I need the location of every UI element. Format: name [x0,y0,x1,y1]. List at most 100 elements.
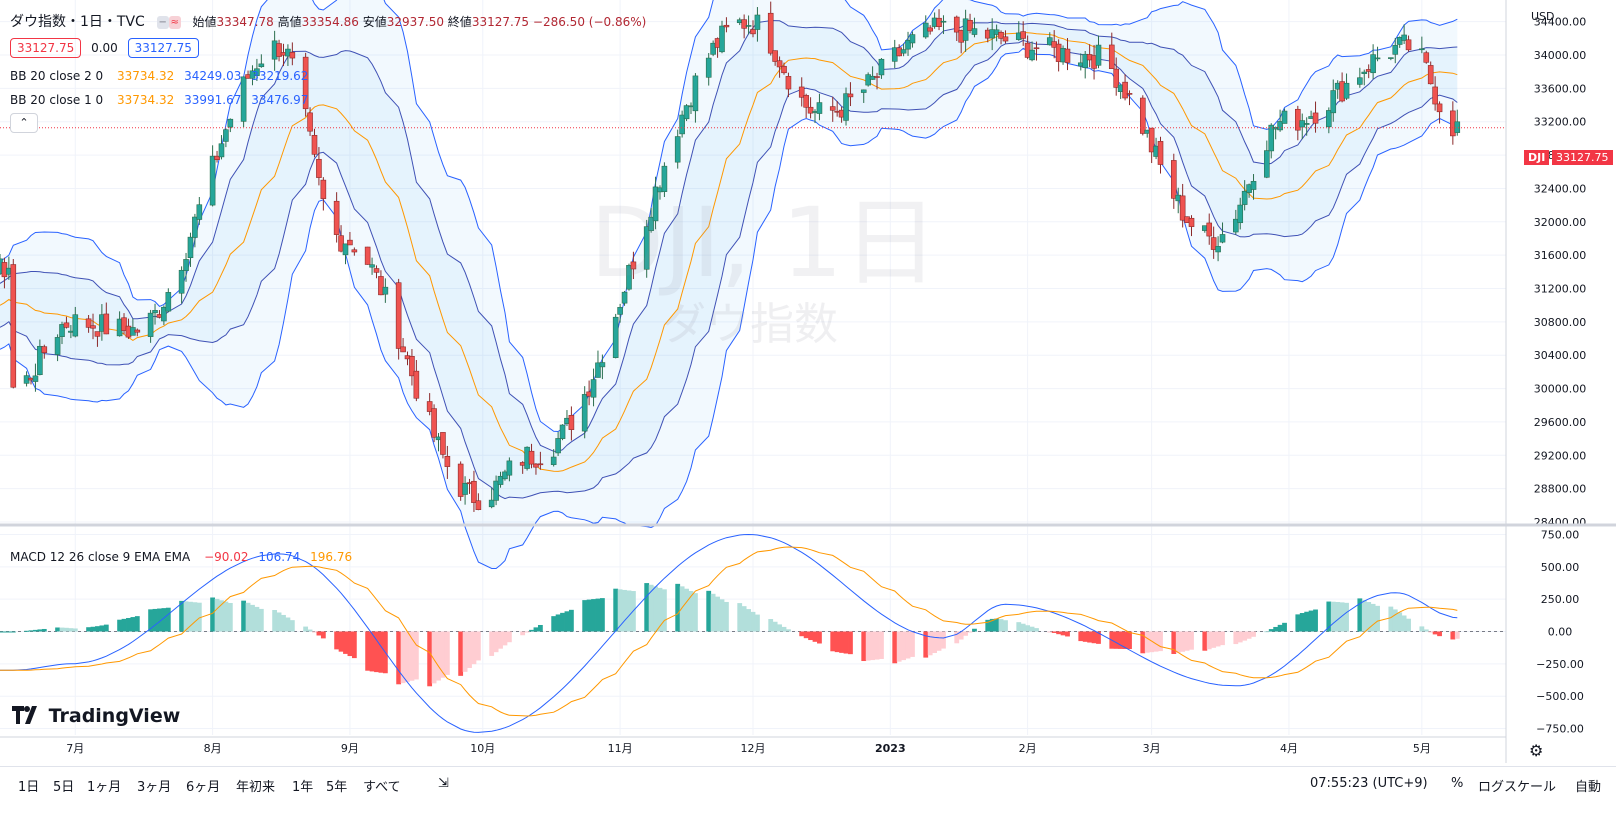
macd-histogram-bar [241,600,247,632]
range-1m[interactable]: 1ヶ月 [87,780,122,795]
macd-histogram-bar [892,631,898,664]
percent-toggle[interactable]: % [1451,776,1464,791]
macd-histogram-bar [343,631,348,654]
currency-label[interactable]: USD [1531,10,1555,23]
clock[interactable]: 07:55:23 (UTC+9) [1310,776,1428,791]
range-5y[interactable]: 5年 [326,780,348,795]
macd-histogram-bar [967,631,973,633]
range-1d[interactable]: 1日 [18,780,40,795]
bb2-legend[interactable]: BB 20 close 2 0 33734.32 34249.03 33219.… [10,69,309,83]
bb1-legend[interactable]: BB 20 close 1 0 33734.32 33991.67 33476.… [10,93,309,107]
range-6m[interactable]: 6ヶ月 [186,780,221,795]
symbol-title[interactable]: ダウ指数・1日・TVC [10,14,145,30]
tradingview-logo[interactable]: TradingView [12,705,180,727]
macd-histogram-bar [777,624,782,632]
candle-body [457,463,464,497]
macd-histogram-bar [338,631,344,652]
time-tick-label: 4月 [1280,742,1298,755]
macd-histogram-bar [1206,631,1212,650]
macd-histogram-bar [1242,631,1248,641]
macd-histogram-bar [1127,631,1132,650]
range-1y[interactable]: 1年 [292,780,314,795]
candle-body [1113,68,1120,88]
compare-icon[interactable]: ≈ [168,16,181,29]
range-3m[interactable]: 3ヶ月 [137,780,172,795]
candle-body [781,65,787,74]
collapse-legend-button[interactable]: ⌃ [10,113,38,133]
macd-histogram-bar [1056,631,1062,635]
candle-body [1281,110,1288,124]
candle-body [462,482,468,495]
macd-histogram-bar [6,631,12,633]
macd-histogram-bar [1233,631,1239,645]
log-scale-toggle[interactable]: ログスケール [1478,780,1557,795]
candle-body [617,307,623,315]
macd-histogram-bar [861,631,867,662]
candle-body [860,89,867,93]
macd-histogram-bar [1189,631,1194,650]
candle-body [347,239,353,246]
candle-body [745,25,752,27]
candle-body [1033,47,1040,50]
candle-body [1215,246,1221,253]
hide-icon[interactable]: − [156,16,169,29]
candle-body [829,106,836,111]
macd-histogram-bar [648,584,654,632]
macd-histogram-bar [2,631,7,633]
macd-histogram-bar [653,586,658,632]
macd-histogram-bar [458,631,464,676]
macd-histogram-bar [1308,610,1314,632]
macd-histogram-bar [179,600,185,632]
bb1-fill [0,20,1458,499]
macd-histogram-bar [582,600,588,632]
time-tick-label: 3月 [1143,742,1161,755]
candle-body [1108,44,1115,70]
candle-body [869,75,876,80]
macd-histogram-bar [958,631,964,640]
auto-scale-toggle[interactable]: 自動 [1575,780,1602,795]
candle-body [147,312,154,337]
macd-histogram-bar [865,631,871,661]
macd-histogram-bar [985,619,991,632]
macd-histogram-bar [1454,631,1460,639]
candle-body [227,118,234,128]
macd-histogram-bar [1025,625,1031,632]
range-5d[interactable]: 5日 [53,780,75,795]
candle-body [674,136,681,163]
price-tick-label: 34000.00 [1534,49,1587,62]
macd-legend[interactable]: MACD 12 26 close 9 EMA EMA −90.02 106.74… [10,550,353,564]
ask-price[interactable]: 33127.75 [127,38,199,58]
macd-histogram-bar [1047,631,1053,633]
range-ytd[interactable]: 年初来 [236,780,276,795]
goto-date-icon[interactable]: ⇲ [438,776,449,791]
macd-histogram-bar [870,631,875,661]
macd-histogram-bar [1397,612,1403,632]
candle-body [599,362,606,368]
price-tick-label: 28800.00 [1534,483,1587,496]
candle-body [1233,218,1239,233]
candle-body [258,63,265,68]
price-tick-label: 28400.00 [1534,516,1587,529]
macd-histogram-bar [1366,602,1372,632]
macd-histogram-bar [413,631,419,680]
macd-histogram-bar [1140,631,1146,654]
macd-histogram-bar [95,626,100,632]
range-all[interactable]: すべて [363,780,401,795]
macd-histogram-bar [1450,631,1456,640]
macd-histogram-bar [396,631,402,685]
macd-histogram-bar [1330,601,1336,632]
bid-price[interactable]: 33127.75 [10,38,82,58]
macd-histogram-bar [245,602,251,632]
macd-histogram-bar [910,631,915,657]
candle-body [971,28,978,35]
candle-body [1436,103,1443,113]
candle-body [998,31,1004,39]
candle-body [905,40,911,50]
settings-gear-icon[interactable]: ⚙ [1529,741,1544,760]
bid-ask-row: 33127.75 0.00 33127.75 [10,38,199,58]
macd-histogram-bar [64,627,69,632]
macd-histogram-bar [1211,631,1217,648]
macd-histogram-bar [879,631,884,659]
macd-histogram-bar [37,629,43,632]
